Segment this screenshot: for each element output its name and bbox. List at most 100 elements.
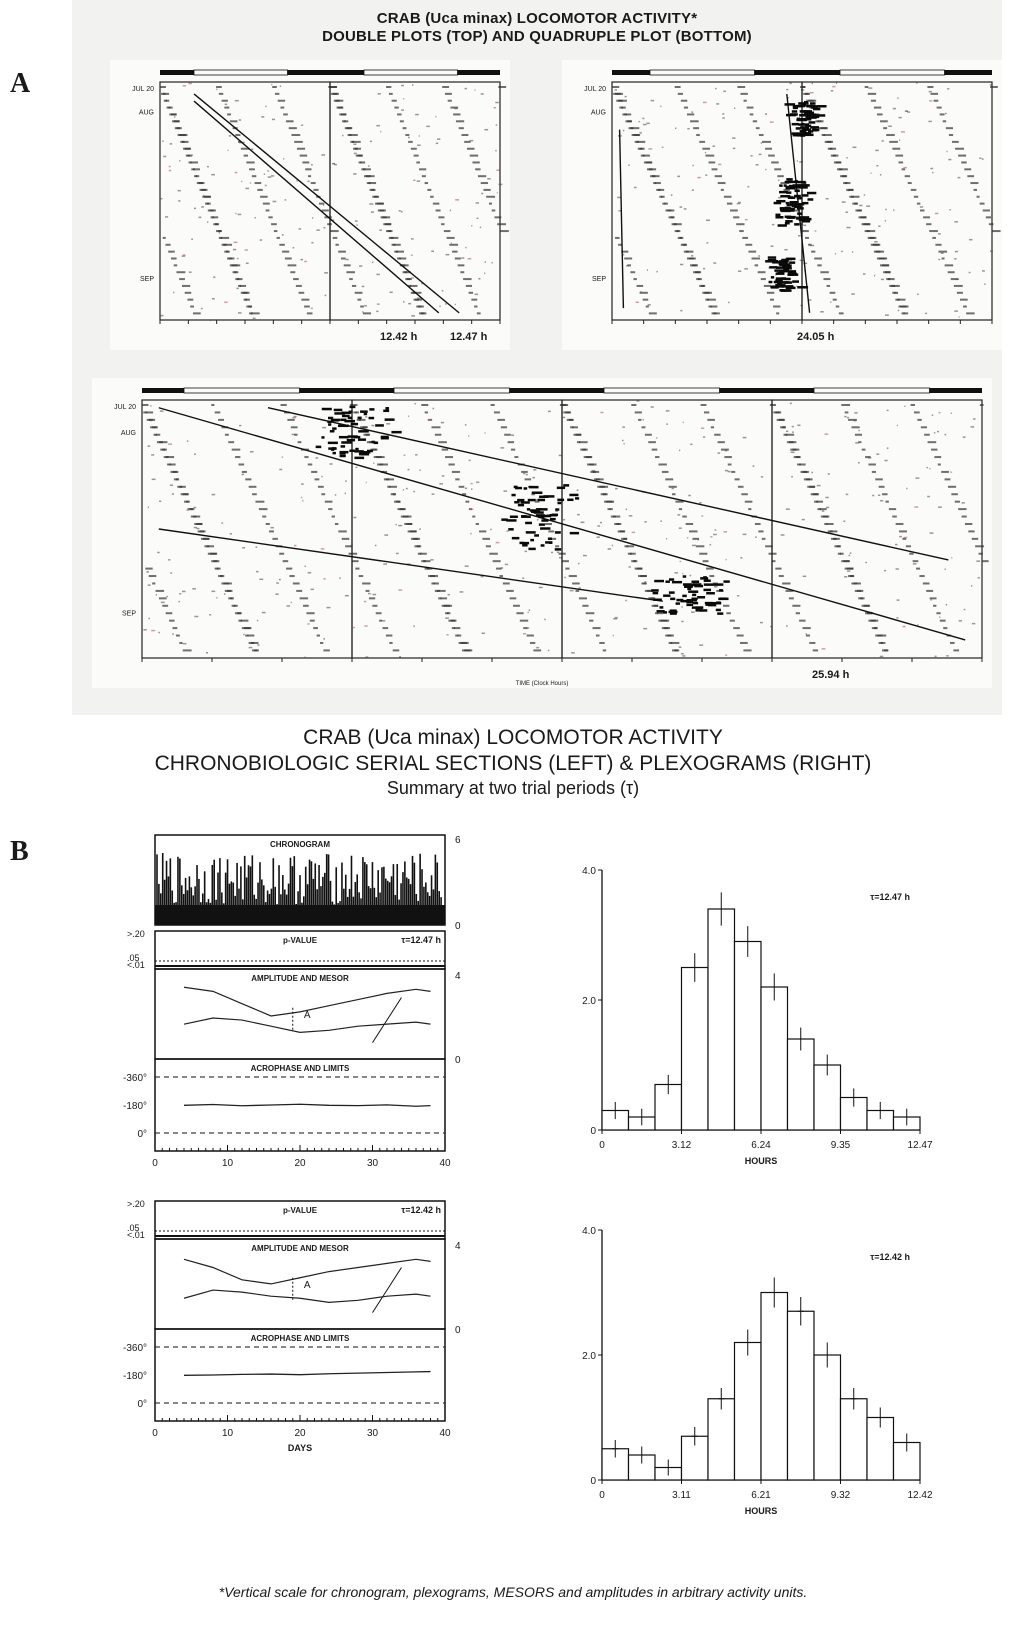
activity-mark — [335, 243, 339, 246]
activity-mark — [733, 216, 740, 219]
activity-mark — [570, 426, 574, 429]
activity-mark — [696, 278, 700, 281]
activity-dot — [188, 271, 192, 273]
activity-dot — [239, 141, 243, 144]
activity-mark — [680, 243, 687, 246]
activity-mark — [453, 627, 461, 630]
activity-mark — [243, 154, 249, 157]
activity-mark — [737, 485, 744, 488]
activity-mark — [848, 575, 855, 578]
activity-dot — [159, 500, 162, 503]
activity-noise — [802, 82, 993, 318]
activity-mark — [475, 168, 481, 171]
cluster-mark — [789, 203, 798, 206]
cluster-mark — [550, 517, 556, 521]
activity-dot — [159, 410, 164, 412]
plexogram-1247: 0 2.0 4.0 0 3.12 6.24 9.35 12.47 HOURS τ=12.47 h — [560, 860, 950, 1180]
activity-mark — [148, 575, 157, 578]
activity-dot — [311, 241, 314, 244]
activity-dot — [468, 435, 470, 437]
activity-dot — [464, 487, 468, 490]
activity-dot — [742, 533, 747, 536]
activity-mark — [868, 463, 876, 466]
activity-dot — [851, 293, 855, 295]
activity-mark — [216, 567, 221, 570]
activity-mark — [967, 175, 975, 178]
activity-dot — [674, 572, 678, 574]
cluster-mark — [684, 583, 695, 586]
activity-dot — [876, 453, 880, 455]
y-tick-label: -180° — [123, 1101, 147, 1112]
activity-mark — [188, 161, 192, 164]
activity-mark — [276, 236, 280, 239]
activity-mark — [419, 552, 427, 555]
activity-mark — [247, 634, 255, 637]
cluster-mark — [777, 284, 781, 287]
cluster-mark — [692, 593, 697, 597]
activity-mark — [509, 597, 517, 600]
activity-mark — [572, 426, 578, 429]
activity-dot — [182, 642, 187, 645]
activity-dot — [440, 421, 445, 424]
activity-band — [805, 86, 1001, 315]
activity-mark — [707, 418, 715, 421]
activity-mark — [365, 589, 370, 592]
cluster-mark — [339, 454, 346, 458]
activity-mark — [313, 188, 319, 191]
cluster-mark — [511, 493, 516, 497]
activity-dot — [329, 463, 333, 465]
activity-dot — [639, 132, 642, 134]
activity-mark — [283, 113, 288, 116]
activity-dot — [300, 496, 303, 499]
activity-mark — [464, 140, 471, 143]
activity-mark — [248, 485, 257, 488]
activity-mark — [950, 278, 959, 281]
activity-dot — [439, 483, 443, 485]
cluster-mark — [684, 585, 693, 588]
activity-dot — [834, 252, 837, 255]
activity-mark — [246, 305, 252, 308]
activity-dot — [723, 531, 728, 533]
activity-mark — [916, 567, 921, 570]
activity-mark — [329, 230, 339, 233]
activity-dot — [716, 103, 720, 105]
activity-mark — [636, 284, 644, 287]
activity-mark — [235, 134, 241, 137]
activity-mark — [661, 470, 669, 473]
actogram-block — [801, 81, 993, 321]
activity-mark — [710, 305, 718, 308]
activity-dot — [419, 528, 421, 530]
cluster-mark — [794, 179, 798, 183]
period-label: 12.42 h — [380, 331, 418, 343]
activity-dot — [350, 127, 353, 129]
activity-dot — [699, 644, 704, 646]
activity-dot — [938, 506, 942, 508]
activity-mark — [231, 448, 241, 451]
activity-mark — [438, 441, 447, 444]
activity-dot — [786, 88, 789, 91]
activity-dot — [896, 424, 898, 427]
activity-mark — [861, 448, 866, 451]
activity-dot — [547, 410, 551, 413]
cluster-mark — [554, 531, 561, 534]
activity-band — [631, 404, 752, 652]
activity-dot — [148, 617, 150, 620]
activity-dot — [625, 508, 628, 511]
activity-dot — [744, 218, 748, 221]
activity-mark — [158, 597, 167, 600]
activity-band — [332, 86, 509, 315]
activity-mark — [897, 298, 906, 301]
activity-dot — [267, 170, 270, 172]
activity-dot — [895, 543, 898, 546]
activity-dot — [844, 576, 848, 578]
activity-mark — [301, 298, 310, 301]
activity-dot — [170, 572, 172, 574]
cluster-mark — [785, 186, 796, 190]
activity-mark — [839, 552, 844, 555]
cluster-mark — [676, 598, 684, 602]
activity-mark — [892, 291, 896, 294]
activity-dot — [389, 86, 391, 88]
activity-dot — [211, 590, 216, 593]
activity-mark — [595, 478, 604, 481]
activity-dot — [970, 426, 975, 428]
